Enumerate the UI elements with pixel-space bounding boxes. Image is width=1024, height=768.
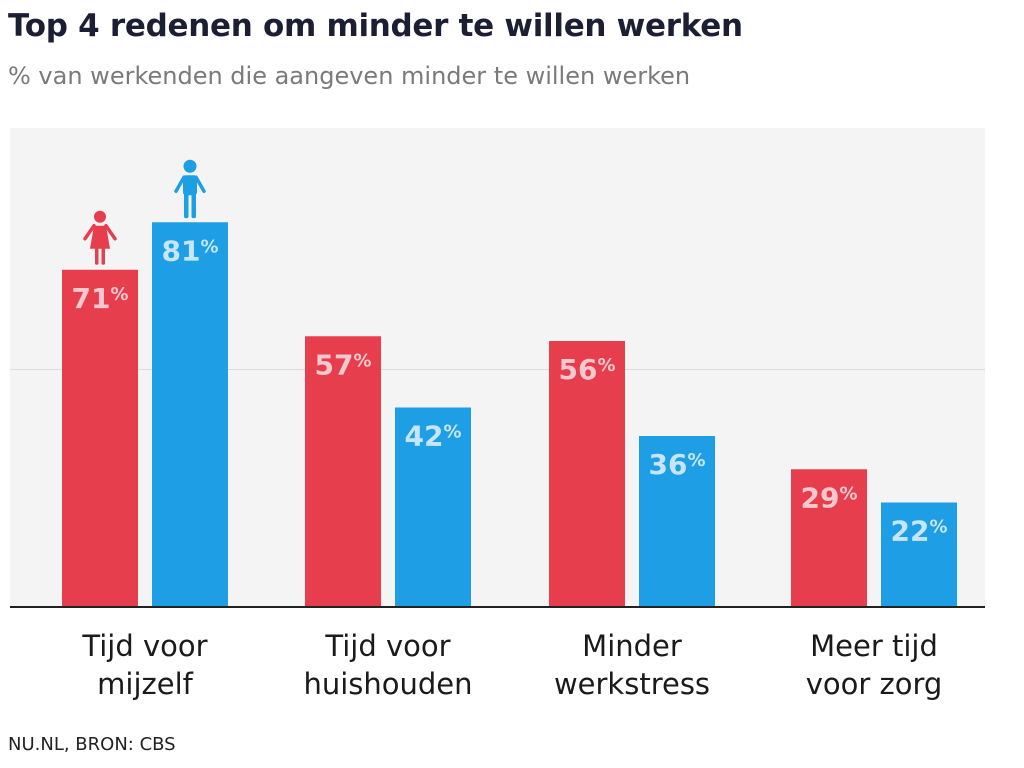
source-note: NU.NL, BRON: CBS (8, 734, 176, 755)
bar (639, 436, 715, 607)
x-tick-label: Tijd voor (81, 629, 207, 663)
bar (152, 222, 228, 607)
data-label: 57% (314, 348, 371, 381)
bar (881, 502, 957, 607)
chart-title: Top 4 redenen om minder te willen werken (8, 8, 743, 44)
male-icon (174, 159, 206, 219)
bar (549, 341, 625, 607)
x-tick-label: mijzelf (97, 667, 193, 701)
x-tick-label: Minder (582, 629, 682, 663)
bar (305, 336, 381, 607)
data-label: 42% (404, 420, 461, 453)
x-tick-label: huishouden (303, 667, 472, 701)
bar (62, 269, 138, 607)
bar (395, 407, 471, 607)
x-tick-label: werkstress (554, 667, 710, 701)
data-label: 56% (558, 353, 615, 386)
x-tick-label: voor zorg (806, 667, 943, 701)
female-icon (83, 210, 117, 265)
chart-subtitle: % van werkenden die aangeven minder te w… (8, 62, 691, 90)
x-tick-label: Meer tijd (810, 629, 938, 663)
x-tick-label: Tijd voor (324, 629, 450, 663)
bar (791, 469, 867, 607)
